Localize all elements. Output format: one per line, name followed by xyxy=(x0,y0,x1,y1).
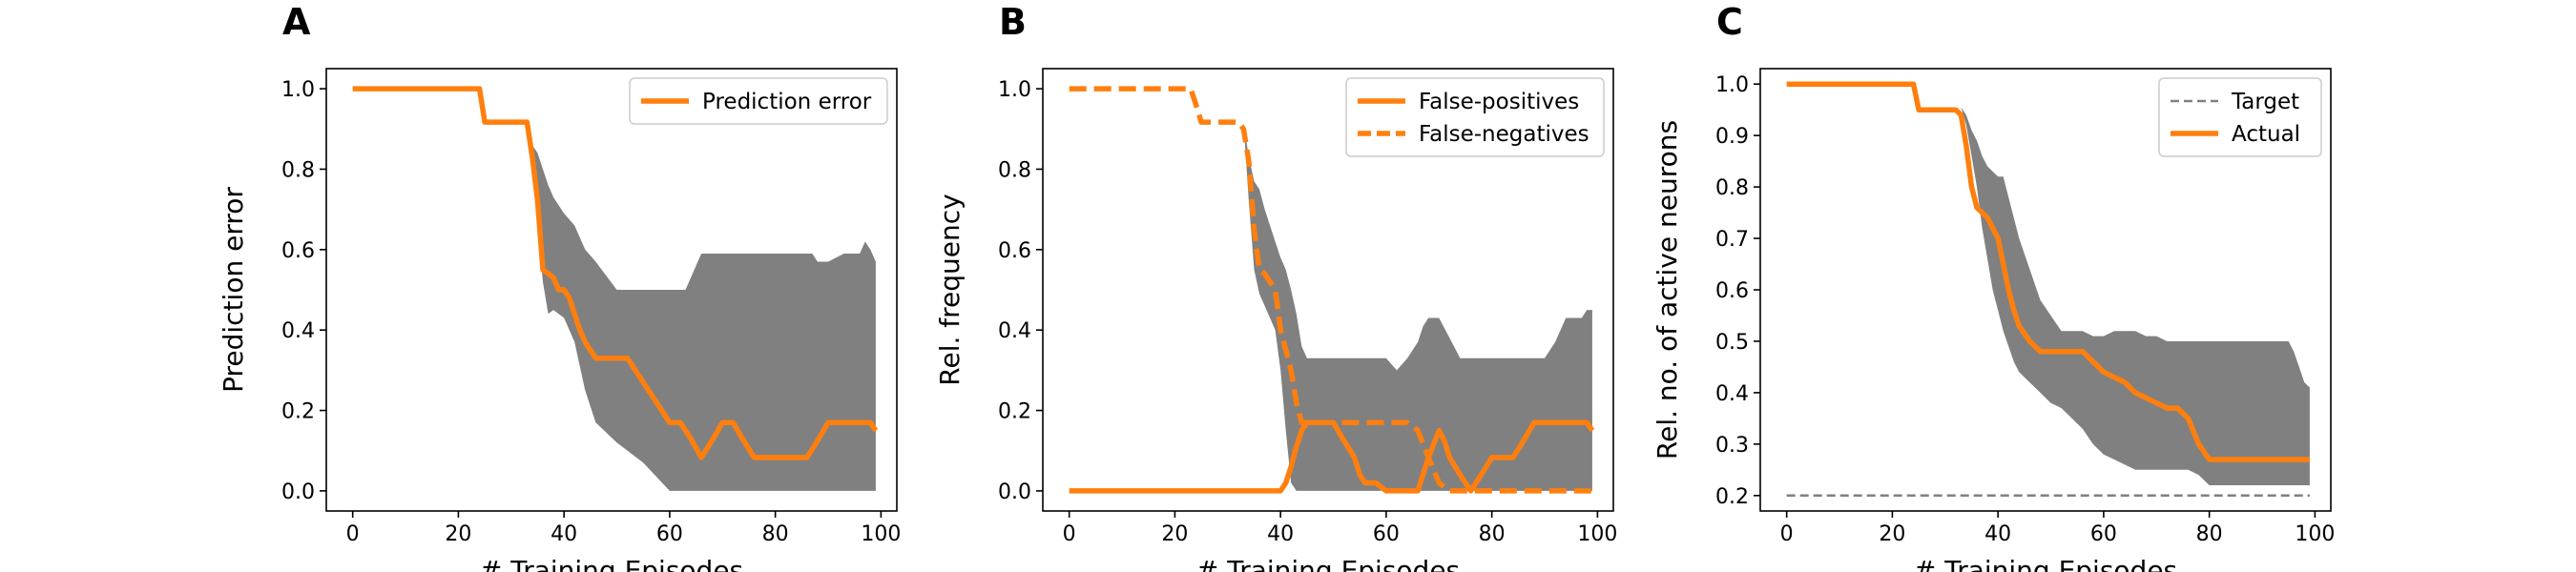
x-tick-label: 20 xyxy=(1161,522,1188,546)
y-tick-label: 0.9 xyxy=(1715,125,1749,149)
panel-c: 0 20 40 60 80 100 0.2 0.3 0.4 0.5 0.6 0.7 0.8 0.9 1.0 #… xyxy=(1652,1,2335,572)
legend-label: Target xyxy=(2231,90,2299,114)
series-line-false-negatives xyxy=(1069,86,1592,494)
legend-box xyxy=(1345,77,1605,157)
x-tick-label: 40 xyxy=(1267,522,1294,546)
y-axis-label: Rel. no. of active neurons xyxy=(1652,120,1683,460)
panel-b: 0 20 40 60 80 100 0.0 0.2 0.4 0.6 0.8 1.0 # Training… xyxy=(934,1,1617,572)
x-tick-label: 80 xyxy=(762,522,789,546)
panel-letter: C xyxy=(1716,1,1743,43)
y-tick-label: 0.2 xyxy=(998,400,1031,424)
y-tick-label: 0.7 xyxy=(1715,228,1749,252)
legend: Prediction error xyxy=(629,77,888,125)
x-tick-label: 0 xyxy=(1063,522,1076,546)
y-tick-label: 0.0 xyxy=(281,480,315,504)
x-tick-label: 20 xyxy=(445,522,471,546)
x-tick-label: 40 xyxy=(551,522,577,546)
y-tick-label: 1.0 xyxy=(998,78,1031,102)
y-tick-label: 0.8 xyxy=(1715,176,1749,200)
y-tick-label: 1.0 xyxy=(1715,73,1749,97)
x-tick-label: 100 xyxy=(861,522,901,546)
legend-label: Prediction error xyxy=(702,90,872,114)
x-tick-label: 60 xyxy=(2090,522,2117,546)
y-tick-label: 0.6 xyxy=(1715,279,1749,303)
x-axis-label: # Training Episodes xyxy=(1914,555,2177,572)
x-axis-label: # Training Episodes xyxy=(480,555,743,572)
x-axis-label: # Training Episodes xyxy=(1196,555,1460,572)
y-tick-label: 0.4 xyxy=(281,319,315,343)
variance-band xyxy=(352,89,876,491)
y-tick-label: 0.4 xyxy=(998,319,1031,343)
legend: Target Actual xyxy=(2158,77,2322,157)
y-tick-label: 0.8 xyxy=(998,158,1031,182)
x-tick-label: 0 xyxy=(346,522,360,546)
series-line-prediction-error xyxy=(352,86,879,460)
series-line-actual xyxy=(1786,81,2310,462)
panel-a: 0 20 40 60 80 100 0.0 0.2 0.4 0.6 0.8 1.0 # Training… xyxy=(218,1,901,572)
x-tick-label: 60 xyxy=(1373,522,1400,546)
y-tick-label: 0.0 xyxy=(998,480,1031,504)
y-tick-label: 0.2 xyxy=(1715,485,1749,509)
legend-label: False-negatives xyxy=(1419,122,1589,147)
variance-band xyxy=(1069,89,1592,491)
legend-label: Actual xyxy=(2232,122,2300,147)
variance-band xyxy=(1786,84,2310,485)
legend-box xyxy=(2158,77,2322,157)
y-tick-label: 0.5 xyxy=(1715,331,1749,355)
y-tick-label: 0.4 xyxy=(1715,382,1749,406)
axes-frame xyxy=(1042,68,1614,512)
axes-frame xyxy=(325,68,898,512)
legend-label: False-positives xyxy=(1419,90,1579,114)
y-tick-label: 0.8 xyxy=(281,158,315,182)
y-axis-label: Rel. frequency xyxy=(934,194,966,385)
y-tick-label: 1.0 xyxy=(281,78,315,102)
y-tick-label: 0.3 xyxy=(1715,434,1749,458)
panel-letter: A xyxy=(282,1,311,43)
x-tick-label: 80 xyxy=(2196,522,2223,546)
legend: False-positives False-negatives xyxy=(1345,77,1605,157)
x-tick-label: 60 xyxy=(656,522,683,546)
x-tick-label: 20 xyxy=(1879,522,1905,546)
x-tick-label: 0 xyxy=(1780,522,1794,546)
legend-box xyxy=(629,77,888,125)
panel-letter: B xyxy=(999,1,1027,43)
x-tick-label: 40 xyxy=(1984,522,2011,546)
x-tick-label: 100 xyxy=(1577,522,1617,546)
x-tick-label: 80 xyxy=(1479,522,1506,546)
y-tick-label: 0.2 xyxy=(281,400,315,424)
x-tick-label: 100 xyxy=(2295,522,2335,546)
y-tick-label: 0.6 xyxy=(998,239,1031,263)
y-tick-label: 0.6 xyxy=(281,239,315,263)
y-axis-label: Prediction error xyxy=(218,187,249,393)
